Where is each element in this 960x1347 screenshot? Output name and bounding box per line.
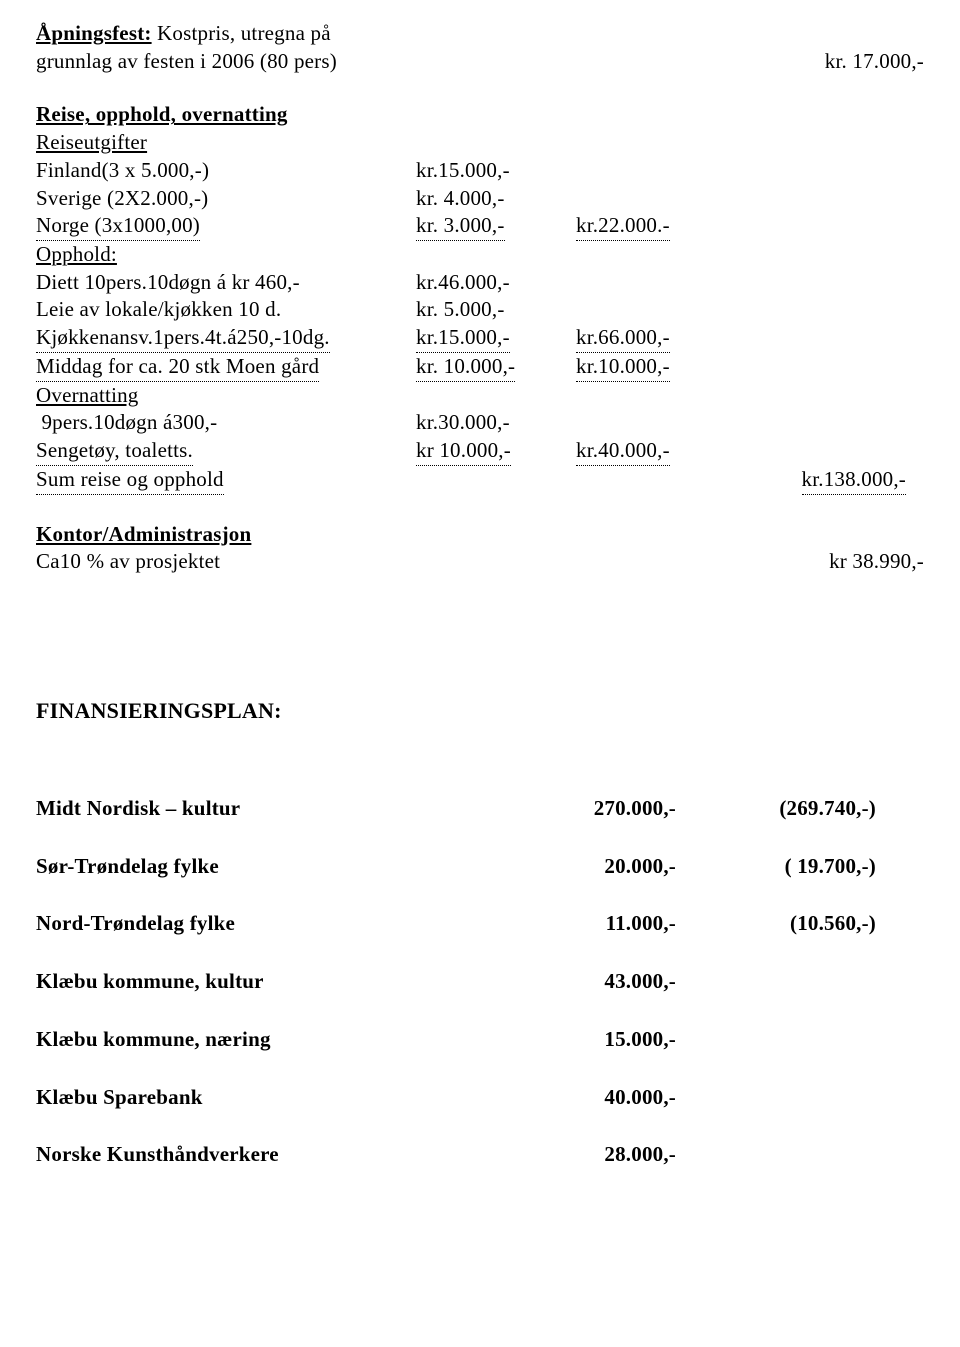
norge-desc: Norge (3x1000,00) — [36, 212, 200, 241]
fplan-amount: 43.000,- — [476, 968, 676, 996]
row-desc: Middag for ca. 20 stk Moen gård — [36, 353, 416, 382]
middag-c3: kr.10.000,- — [576, 353, 670, 382]
budget-row-sengetoy: Sengetøy, toaletts. kr 10.000,- kr.40.00… — [36, 437, 924, 466]
row-desc: Finland(3 x 5.000,-) — [36, 157, 416, 185]
row-c2: kr 10.000,- — [416, 437, 576, 466]
kontor-line: Ca10 % av prosjektet — [36, 548, 744, 576]
row-desc: 9pers.10døgn á300,- — [36, 409, 416, 437]
document-page: Åpningsfest: Kostpris, utregna på grunnl… — [0, 0, 960, 1347]
reise-heading: Reise, opphold, overnatting — [36, 101, 924, 129]
row-desc: Sverige (2X2.000,-) — [36, 185, 416, 213]
budget-row: Diett 10pers.10døgn á kr 460,- kr.46.000… — [36, 269, 924, 297]
row-c2: kr. 3.000,- — [416, 212, 576, 241]
middag-desc: Middag for ca. 20 stk Moen gård — [36, 353, 319, 382]
kontor-heading-text: Kontor/Administrasjon — [36, 522, 251, 546]
row-c2: kr.15.000,- — [416, 324, 576, 353]
fplan-label: Midt Nordisk – kultur — [36, 795, 476, 823]
fplan-amount: 15.000,- — [476, 1026, 676, 1054]
kontor-line-row: Ca10 % av prosjektet kr 38.990,- — [36, 548, 924, 576]
fplan-row: Nord-Trøndelag fylke 11.000,- (10.560,-) — [36, 910, 924, 938]
apningsfest-title: Åpningsfest: — [36, 21, 152, 45]
row-c2: kr. 5.000,- — [416, 296, 576, 324]
fplan-row: Sør-Trøndelag fylke 20.000,- ( 19.700,-) — [36, 853, 924, 881]
budget-row-sum: Sum reise og opphold kr.138.000,- — [36, 466, 924, 495]
overnatting-label: Overnatting — [36, 382, 924, 410]
row-desc: Leie av lokale/kjøkken 10 d. — [36, 296, 416, 324]
sum-amount: kr.138.000,- — [802, 466, 906, 495]
row-desc: Norge (3x1000,00) — [36, 212, 416, 241]
apningsfest-line2-row: grunnlag av festen i 2006 (80 pers) kr. … — [36, 48, 924, 76]
apningsfest-block: Åpningsfest: Kostpris, utregna på — [36, 20, 924, 48]
sengetoy-desc: Sengetøy, toaletts. — [36, 437, 193, 466]
kontor-heading: Kontor/Administrasjon — [36, 521, 924, 549]
fplan-label: Nord-Trøndelag fylke — [36, 910, 476, 938]
reise-heading-text: Reise, opphold, overnatting — [36, 102, 288, 126]
row-c3: kr.10.000,- — [576, 353, 746, 382]
fplan-paren: (269.740,-) — [676, 795, 876, 823]
fplan-label: Norske Kunsthåndverkere — [36, 1141, 476, 1169]
row-c3: kr.22.000.- — [576, 212, 746, 241]
row-c2: kr. 4.000,- — [416, 185, 576, 213]
budget-row: 9pers.10døgn á300,- kr.30.000,- — [36, 409, 924, 437]
fplan-amount: 270.000,- — [476, 795, 676, 823]
row-desc: Sengetøy, toaletts. — [36, 437, 416, 466]
fplan-paren: ( 19.700,-) — [676, 853, 876, 881]
fplan-label: Sør-Trøndelag fylke — [36, 853, 476, 881]
row-c3: kr.66.000,- — [576, 324, 746, 353]
sengetoy-c3: kr.40.000,- — [576, 437, 670, 466]
fplan-label: Klæbu Sparebank — [36, 1084, 476, 1112]
row-c2: kr. 10.000,- — [416, 353, 576, 382]
apningsfest-note: Kostpris, utregna på — [152, 21, 331, 45]
reiseutgifter-label: Reiseutgifter — [36, 129, 924, 157]
opphold-label-text: Opphold: — [36, 242, 117, 266]
fplan-row: Klæbu Sparebank 40.000,- — [36, 1084, 924, 1112]
budget-row: Sverige (2X2.000,-) kr. 4.000,- — [36, 185, 924, 213]
fplan-row: Midt Nordisk – kultur 270.000,- (269.740… — [36, 795, 924, 823]
row-c4: kr.138.000,- — [746, 466, 906, 495]
fplan-amount: 28.000,- — [476, 1141, 676, 1169]
fplan-row: Klæbu kommune, næring 15.000,- — [36, 1026, 924, 1054]
row-desc: Diett 10pers.10døgn á kr 460,- — [36, 269, 416, 297]
kjokken-desc: Kjøkkenansv.1pers.4t.á250,-10dg. — [36, 324, 330, 353]
row-desc: Sum reise og opphold — [36, 466, 416, 495]
overnatting-label-text: Overnatting — [36, 383, 139, 407]
apningsfest-line2: grunnlag av festen i 2006 (80 pers) — [36, 48, 744, 76]
kontor-amount: kr 38.990,- — [744, 548, 924, 576]
row-c2: kr.46.000,- — [416, 269, 576, 297]
sengetoy-c2: kr 10.000,- — [416, 437, 511, 466]
budget-row: Kjøkkenansv.1pers.4t.á250,-10dg. kr.15.0… — [36, 324, 924, 353]
opphold-label: Opphold: — [36, 241, 924, 269]
reiseutgifter-label-text: Reiseutgifter — [36, 130, 147, 154]
fplan-row: Klæbu kommune, kultur 43.000,- — [36, 968, 924, 996]
sum-desc: Sum reise og opphold — [36, 466, 224, 495]
finansieringsplan-title: FINANSIERINGSPLAN: — [36, 696, 924, 725]
budget-row-norge: Norge (3x1000,00) kr. 3.000,- kr.22.000.… — [36, 212, 924, 241]
budget-row: Finland(3 x 5.000,-) kr.15.000,- — [36, 157, 924, 185]
fplan-amount: 40.000,- — [476, 1084, 676, 1112]
fplan-label: Klæbu kommune, kultur — [36, 968, 476, 996]
norge-c2: kr. 3.000,- — [416, 212, 505, 241]
kjokken-c2: kr.15.000,- — [416, 324, 510, 353]
apningsfest-line1: Åpningsfest: Kostpris, utregna på — [36, 20, 744, 48]
row-c2: kr.15.000,- — [416, 157, 576, 185]
fplan-row: Norske Kunsthåndverkere 28.000,- — [36, 1141, 924, 1169]
fplan-amount: 11.000,- — [476, 910, 676, 938]
apningsfest-total: kr. 17.000,- — [744, 48, 924, 76]
fplan-amount: 20.000,- — [476, 853, 676, 881]
budget-row: Leie av lokale/kjøkken 10 d. kr. 5.000,- — [36, 296, 924, 324]
budget-row: Middag for ca. 20 stk Moen gård kr. 10.0… — [36, 353, 924, 382]
kjokken-c3: kr.66.000,- — [576, 324, 670, 353]
row-c3: kr.40.000,- — [576, 437, 746, 466]
norge-c3: kr.22.000.- — [576, 212, 670, 241]
row-c2: kr.30.000,- — [416, 409, 576, 437]
fplan-label: Klæbu kommune, næring — [36, 1026, 476, 1054]
middag-c2: kr. 10.000,- — [416, 353, 515, 382]
fplan-paren: (10.560,-) — [676, 910, 876, 938]
row-desc: Kjøkkenansv.1pers.4t.á250,-10dg. — [36, 324, 416, 353]
